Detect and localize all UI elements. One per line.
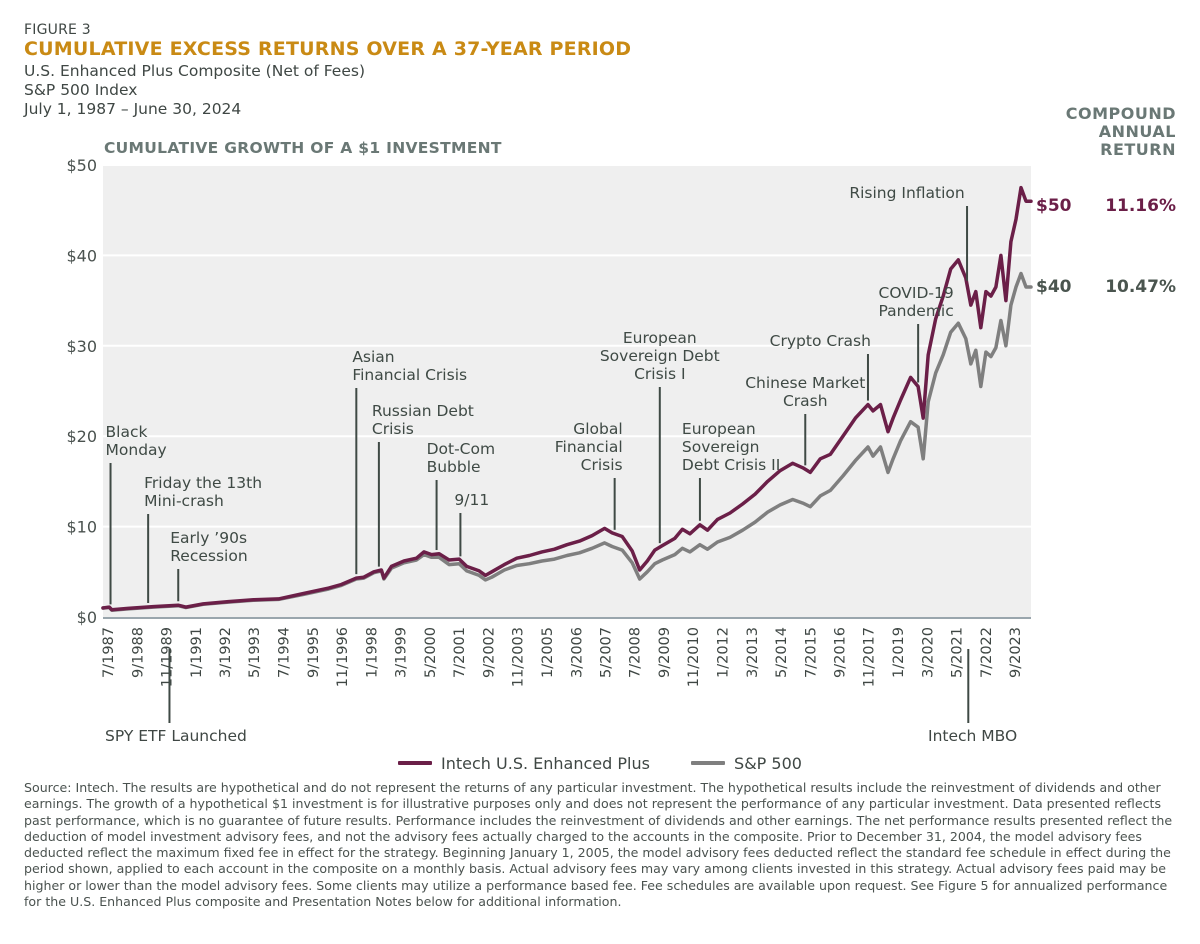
intech-return: 11.16% <box>1105 196 1176 216</box>
source-footnote: Source: Intech. The results are hypothet… <box>24 780 1173 910</box>
car-heading-line-1: COMPOUND <box>1065 104 1176 123</box>
x-tick-label: 9/2016 <box>833 627 849 678</box>
annotation-label: Financial Crisis <box>352 366 467 384</box>
annotation-label: Sovereign Debt <box>600 347 720 365</box>
x-tick-label: 1/2005 <box>540 627 556 678</box>
annotation-label: Russian Debt <box>372 402 474 420</box>
y-tick-label: $20 <box>66 427 97 446</box>
x-tick-label: 5/2014 <box>774 627 790 678</box>
annotation-label: Global <box>573 420 622 438</box>
sp500-ending-value: $40 <box>1036 277 1072 297</box>
x-tick-label: 11/2017 <box>862 627 878 687</box>
x-tick-label: 9/1995 <box>306 627 322 678</box>
annotation-label: European <box>623 329 697 347</box>
compound-annual-return-heading: COMPOUND ANNUAL RETURN <box>1066 105 1176 159</box>
annotation-label: Bubble <box>427 458 481 476</box>
annotation-label: Early ’90s <box>170 529 247 547</box>
intech-ending-value: $50 <box>1036 196 1072 216</box>
x-tick-label: 3/2020 <box>920 627 936 678</box>
annotation-label: Pandemic <box>878 302 953 320</box>
legend-item-intech: Intech U.S. Enhanced Plus <box>398 754 650 773</box>
x-tick-label: 5/2021 <box>949 627 965 678</box>
x-tick-label: 11/2003 <box>511 627 527 687</box>
x-tick-label: 5/1993 <box>247 627 263 678</box>
legend-item-sp500: S&P 500 <box>691 754 802 773</box>
legend-swatch-intech <box>398 761 433 765</box>
y-tick-label: $0 <box>77 608 97 627</box>
chart-title: CUMULATIVE EXCESS RETURNS OVER A 37-YEAR… <box>24 38 632 60</box>
x-tick-label: 5/2007 <box>598 627 614 678</box>
y-tick-label: $30 <box>66 337 97 356</box>
x-tick-label: 7/1994 <box>277 627 293 678</box>
annotation-label: Asian <box>352 348 394 366</box>
y-axis-ticks: $0 $10 $20 $30 $40 $50 <box>66 156 97 627</box>
x-tick-label: 9/2023 <box>1008 627 1024 678</box>
series-lines <box>101 185 1033 612</box>
chart-heading: CUMULATIVE GROWTH OF A $1 INVESTMENT <box>104 139 502 157</box>
legend-swatch-sp500 <box>691 761 726 765</box>
x-tick-label: 7/2015 <box>803 627 819 678</box>
annotation-label: Crisis I <box>634 365 685 383</box>
legend-label-sp500: S&P 500 <box>734 753 802 773</box>
legend: Intech U.S. Enhanced Plus S&P 500 <box>0 750 1200 773</box>
car-heading-line-3: RETURN <box>1100 140 1176 159</box>
x-tick-label: 1/1991 <box>189 627 205 678</box>
annotation-label: Monday <box>106 441 167 459</box>
x-tick-label: 7/2008 <box>628 627 644 678</box>
x-tick-label: 9/2002 <box>481 627 497 678</box>
y-tick-label: $10 <box>66 518 97 537</box>
x-tick-label: 9/1988 <box>130 627 146 678</box>
line-chart: $0 $10 $20 $30 $40 $50 7/1987 9/1988 11/1989 1/1… <box>66 156 1033 723</box>
annotation-label: Rising Inflation <box>849 184 964 202</box>
annotation-label: Chinese Market <box>745 374 865 392</box>
car-heading-line-2: ANNUAL <box>1098 122 1176 141</box>
x-tick-label: 3/1999 <box>394 627 410 678</box>
annotation-label: Crash <box>783 392 828 410</box>
subtitle-date-range: July 1, 1987 – June 30, 2024 <box>24 100 242 118</box>
x-tick-label: 5/2000 <box>423 627 439 678</box>
annotation-label: Recession <box>170 547 247 565</box>
annotation-label: Crypto Crash <box>770 332 871 350</box>
x-tick-label: 11/2010 <box>686 627 702 687</box>
x-tick-label: 1/2012 <box>715 627 731 678</box>
x-tick-label: 7/2001 <box>452 627 468 678</box>
intech-mbo-label: Intech MBO <box>928 727 1018 745</box>
annotation-label: 9/11 <box>454 491 489 509</box>
sp500-return: 10.47% <box>1105 277 1176 297</box>
x-tick-label: 1/1998 <box>364 627 380 678</box>
annotation-label: Friday the 13th <box>144 474 262 492</box>
x-tick-label: 7/2022 <box>979 627 995 678</box>
annotation-label: European <box>682 420 756 438</box>
x-tick-label: 3/1992 <box>218 627 234 678</box>
x-axis-ticks: 7/1987 9/1988 11/1989 1/1991 3/1992 5/1993 7/1… <box>101 627 1024 687</box>
gridlines <box>103 164 1031 528</box>
x-tick-label: 3/2006 <box>569 627 585 678</box>
legend-label-intech: Intech U.S. Enhanced Plus <box>441 753 650 773</box>
y-tick-label: $50 <box>66 156 97 175</box>
x-tick-label: 3/2013 <box>745 627 761 678</box>
annotation-label: Financial <box>555 438 623 456</box>
x-tick-label: 11/1996 <box>335 627 351 687</box>
annotation-label: Debt Crisis II <box>682 456 780 474</box>
x-tick-label: 11/1989 <box>159 627 175 687</box>
x-tick-label: 7/1987 <box>101 627 117 678</box>
annotation-label: Mini-crash <box>144 492 224 510</box>
annotation-label: COVID-19 <box>879 284 954 302</box>
x-tick-label: 9/2009 <box>657 627 673 678</box>
spy-etf-launched-label: SPY ETF Launched <box>105 727 247 745</box>
x-tick-label: 1/2019 <box>891 627 907 678</box>
annotation-label: Crisis <box>581 456 623 474</box>
subtitle-index: S&P 500 Index <box>24 81 138 99</box>
annotation-label: Black <box>106 423 148 441</box>
series-line-intech <box>101 185 1033 612</box>
figure-label: FIGURE 3 <box>24 22 91 38</box>
y-tick-label: $40 <box>66 246 97 265</box>
annotation-label: Dot-Com <box>427 440 496 458</box>
plot-area <box>103 165 1031 617</box>
annotation-label: Sovereign <box>682 438 760 456</box>
annotation-label: Crisis <box>372 420 414 438</box>
subtitle-composite: U.S. Enhanced Plus Composite (Net of Fee… <box>24 62 365 80</box>
